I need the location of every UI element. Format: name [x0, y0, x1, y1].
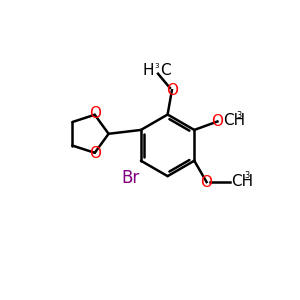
Text: Br: Br: [121, 169, 139, 187]
Text: O: O: [212, 114, 224, 129]
Text: O: O: [89, 106, 101, 122]
Text: O: O: [201, 175, 213, 190]
Text: O: O: [166, 83, 178, 98]
Text: O: O: [89, 146, 101, 161]
Text: $_3$: $_3$: [244, 168, 250, 181]
Text: CH: CH: [224, 113, 246, 128]
Text: CH: CH: [231, 174, 254, 189]
Text: $_3$: $_3$: [154, 61, 160, 70]
Text: H: H: [142, 63, 154, 78]
Text: $_3$: $_3$: [236, 108, 243, 121]
Text: C: C: [160, 63, 170, 78]
